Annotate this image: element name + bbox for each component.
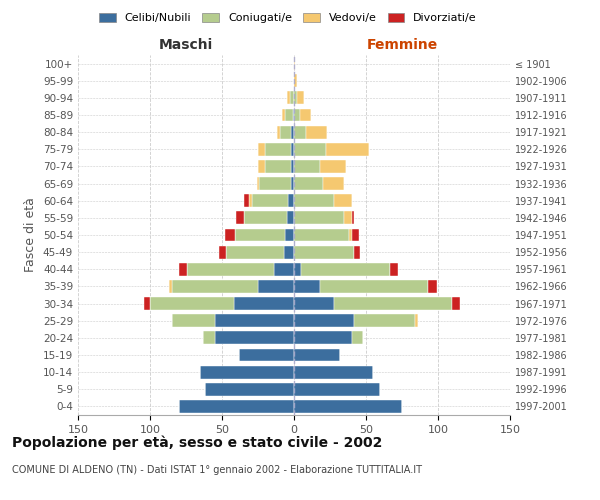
Bar <box>283 108 286 122</box>
Bar <box>259 177 291 190</box>
Bar <box>258 280 294 293</box>
Bar <box>391 263 398 276</box>
Bar <box>179 400 294 413</box>
Bar <box>225 228 235 241</box>
Bar <box>144 297 150 310</box>
Bar <box>250 194 252 207</box>
Bar <box>294 228 349 241</box>
Bar <box>277 126 280 138</box>
Bar <box>286 108 293 122</box>
Bar <box>274 263 294 276</box>
Text: Maschi: Maschi <box>159 38 213 52</box>
Bar <box>284 246 294 258</box>
Bar <box>294 383 380 396</box>
Bar <box>294 143 326 156</box>
Bar <box>290 92 294 104</box>
Bar <box>169 280 172 293</box>
Bar <box>233 297 294 310</box>
Bar <box>355 246 360 258</box>
Bar <box>320 280 428 293</box>
Bar <box>294 280 320 293</box>
Bar <box>305 126 327 138</box>
Bar <box>294 74 297 87</box>
Bar <box>294 332 352 344</box>
Bar <box>244 194 250 207</box>
Bar <box>235 228 286 241</box>
Bar <box>203 332 215 344</box>
Bar <box>320 160 346 173</box>
Bar <box>344 212 352 224</box>
Bar <box>150 297 233 310</box>
Y-axis label: Fasce di età: Fasce di età <box>25 198 37 272</box>
Bar <box>265 143 291 156</box>
Bar <box>294 177 323 190</box>
Bar <box>294 194 334 207</box>
Bar <box>334 194 352 207</box>
Bar <box>215 314 294 327</box>
Bar <box>187 263 274 276</box>
Bar <box>265 160 291 173</box>
Bar <box>297 92 304 104</box>
Text: Popolazione per età, sesso e stato civile - 2002: Popolazione per età, sesso e stato civil… <box>12 435 382 450</box>
Bar <box>205 383 294 396</box>
Bar <box>226 246 284 258</box>
Bar <box>294 263 301 276</box>
Bar <box>172 314 215 327</box>
Bar <box>352 228 359 241</box>
Bar <box>291 143 294 156</box>
Bar <box>294 108 300 122</box>
Bar <box>287 92 290 104</box>
Bar <box>300 108 311 122</box>
Bar <box>291 177 294 190</box>
Bar <box>293 108 294 122</box>
Bar <box>415 314 418 327</box>
Bar <box>294 212 344 224</box>
Bar <box>200 366 294 378</box>
Bar <box>294 400 402 413</box>
Bar <box>286 228 294 241</box>
Bar <box>215 332 294 344</box>
Bar <box>258 160 265 173</box>
Bar <box>349 228 352 241</box>
Bar <box>294 348 340 362</box>
Bar <box>219 246 226 258</box>
Legend: Celibi/Nubili, Coniugati/e, Vedovi/e, Divorziati/e: Celibi/Nubili, Coniugati/e, Vedovi/e, Di… <box>95 8 481 28</box>
Bar <box>323 177 344 190</box>
Bar <box>326 143 369 156</box>
Bar <box>280 126 291 138</box>
Bar <box>428 280 437 293</box>
Bar <box>294 126 305 138</box>
Bar <box>291 160 294 173</box>
Bar <box>236 212 244 224</box>
Bar <box>294 160 320 173</box>
Bar <box>291 126 294 138</box>
Bar <box>294 366 373 378</box>
Bar <box>239 348 294 362</box>
Bar <box>288 194 294 207</box>
Bar <box>179 263 187 276</box>
Bar <box>352 332 363 344</box>
Bar <box>252 194 288 207</box>
Bar <box>294 314 355 327</box>
Bar <box>301 263 391 276</box>
Bar <box>452 297 460 310</box>
Bar <box>257 177 259 190</box>
Bar <box>334 297 452 310</box>
Bar <box>287 212 294 224</box>
Bar <box>355 314 415 327</box>
Bar <box>172 280 258 293</box>
Text: COMUNE DI ALDENO (TN) - Dati ISTAT 1° gennaio 2002 - Elaborazione TUTTITALIA.IT: COMUNE DI ALDENO (TN) - Dati ISTAT 1° ge… <box>12 465 422 475</box>
Bar <box>294 246 355 258</box>
Bar <box>294 92 297 104</box>
Text: Femmine: Femmine <box>367 38 437 52</box>
Bar <box>294 297 334 310</box>
Bar <box>258 143 265 156</box>
Bar <box>294 57 295 70</box>
Bar <box>352 212 355 224</box>
Bar <box>244 212 287 224</box>
